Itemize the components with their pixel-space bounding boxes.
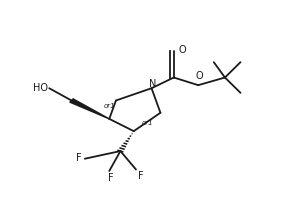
- Text: O: O: [178, 45, 186, 55]
- Polygon shape: [70, 99, 109, 119]
- Text: or1: or1: [104, 103, 115, 109]
- Text: F: F: [76, 153, 82, 163]
- Text: or1: or1: [141, 120, 153, 126]
- Text: F: F: [138, 171, 144, 181]
- Text: F: F: [108, 173, 113, 182]
- Text: HO: HO: [33, 83, 48, 93]
- Text: O: O: [195, 71, 203, 81]
- Text: N: N: [149, 79, 156, 89]
